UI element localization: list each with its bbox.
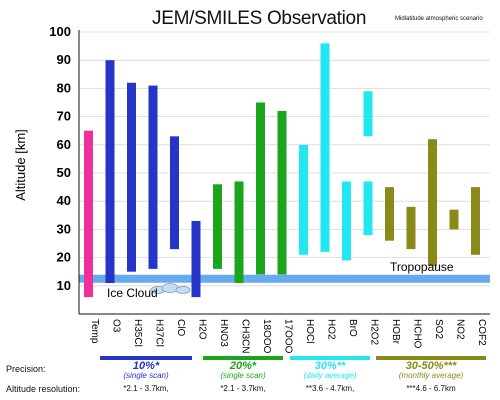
group-bar	[203, 356, 283, 360]
altitude-chart: 10 20 30 40 50 60 70 80 90 100 Temp O3 H35Cl H37Cl ClO…	[13, 24, 490, 354]
group-resolution: **3.6 - 4.7km,	[305, 384, 355, 393]
x-tick-label: HO2	[326, 319, 337, 340]
x-tick-label: H2O2	[369, 319, 380, 346]
bar-no2	[449, 209, 459, 230]
bar-h2o2	[363, 91, 373, 137]
bar-h37cl	[148, 85, 158, 269]
bar-h2o	[191, 220, 201, 298]
tropopause-label: Tropopause	[390, 260, 454, 274]
bar-o3	[105, 60, 115, 283]
x-tick-label: HOCl	[304, 319, 315, 343]
x-tick-label: SO2	[433, 319, 444, 339]
x-tick-label: 18OOO	[261, 319, 272, 354]
group-precision: 30%**	[314, 360, 346, 372]
precision-group-3: 30%** (daily average) **3.6 - 4.7km,	[290, 356, 370, 394]
precision-row-label: Precision:	[6, 364, 46, 374]
x-tick-label: O3	[111, 319, 122, 333]
y-tick-label: 50	[57, 165, 71, 180]
y-tick-label: 90	[57, 52, 71, 67]
group-note: (single scan)	[220, 371, 266, 380]
group-precision: 10%*	[132, 360, 160, 372]
bar-temp	[84, 130, 93, 298]
bar-clo	[170, 136, 179, 250]
chart-title: JEM/SMILES Observation	[152, 8, 367, 29]
y-tick-label: 20	[57, 250, 71, 265]
x-tick-label: CH3CN	[240, 319, 251, 353]
x-tick-label: H2O	[197, 319, 208, 340]
bar-ch3cn	[234, 181, 244, 283]
group-precision: 30-50%***	[405, 360, 457, 372]
y-tick-label: 10	[57, 278, 71, 293]
bar-hobr	[385, 187, 394, 241]
x-tick-label: HNO3	[218, 319, 229, 347]
x-tick-label: NO2	[455, 319, 466, 340]
group-bar	[290, 356, 370, 360]
x-tick-label: 17OOO	[283, 319, 294, 354]
y-tick-label: 70	[57, 109, 71, 124]
x-tick-label: HCHO	[412, 319, 423, 349]
y-axis-label: Altitude [km]	[13, 129, 28, 201]
group-note: (daily average)	[303, 371, 357, 380]
x-tick-label: ClO	[175, 319, 186, 336]
group-bar	[376, 356, 486, 360]
tropopause-band	[79, 274, 490, 283]
chart-subtitle: Midlatitude atmospheric scenario	[395, 16, 483, 22]
x-tick-label: Temp	[89, 319, 100, 344]
x-tick-label: H37Cl	[154, 319, 165, 347]
bar-17ooo	[277, 110, 287, 275]
y-tick-label: 100	[49, 24, 71, 39]
altitude-resolution-row-label: Altitude resolution:	[6, 384, 81, 394]
bar-bro	[342, 181, 351, 261]
bar-hcho	[406, 206, 416, 250]
group-precision: 20%*	[229, 360, 257, 372]
group-note: (monthly average)	[398, 371, 464, 380]
group-resolution: *2.1 - 3.7km,	[220, 384, 266, 393]
group-resolution: *2.1 - 3.7km,	[123, 384, 169, 393]
bar-hno3	[213, 184, 222, 269]
ice-cloud-icon	[150, 283, 191, 294]
bar-h2o2	[363, 181, 373, 236]
y-tick-label: 40	[57, 193, 71, 208]
bar-h35cl	[127, 82, 136, 272]
y-tick-label: 60	[57, 137, 71, 152]
group-bar	[100, 356, 192, 360]
x-tick-label: COF2	[476, 319, 487, 346]
precision-group-2: 20%* (single scan) *2.1 - 3.7km,	[203, 356, 283, 394]
bar-ho2	[320, 43, 330, 252]
bar-so2	[428, 139, 437, 267]
precision-group-1: 10%* (single scan) *2.1 - 3.7km,	[100, 356, 192, 394]
x-tick-label: H35Cl	[132, 319, 143, 347]
bar-cof2	[471, 187, 480, 255]
y-tick-label: 30	[57, 221, 71, 236]
group-note: (single scan)	[123, 371, 169, 380]
precision-group-4: 30-50%*** (monthly average) ***4.6 - 6.7…	[376, 356, 486, 394]
x-tick-label: BrO	[347, 319, 358, 337]
ice-cloud-label: Ice Cloud	[107, 286, 158, 300]
bar-hocl	[299, 144, 308, 255]
y-tick-label: 80	[57, 80, 71, 95]
group-resolution: ***4.6 - 6.7km	[406, 384, 456, 393]
bar-18ooo	[256, 102, 265, 275]
x-tick-label: HOBr	[390, 319, 401, 345]
